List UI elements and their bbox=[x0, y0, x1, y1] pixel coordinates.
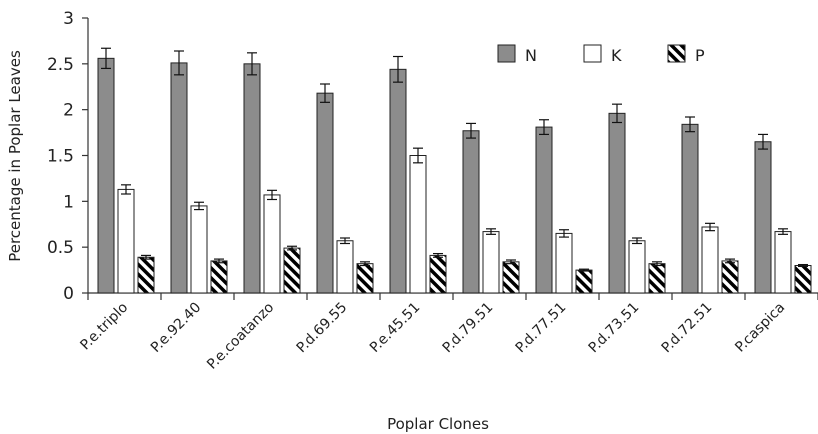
bar-p-10 bbox=[794, 265, 812, 294]
bar-p-3 bbox=[283, 247, 301, 294]
legend-swatch-k bbox=[583, 44, 602, 63]
bar-k-3 bbox=[263, 194, 281, 294]
bar-p-5 bbox=[429, 254, 447, 294]
category-labels: P.e.triplo P.e.92.40 P.e.coatanzo P.d.69.55… bbox=[77, 300, 788, 373]
error-bars bbox=[101, 47, 808, 272]
legend-label-k: K bbox=[611, 46, 622, 65]
bar-p-8 bbox=[648, 263, 666, 294]
bar-n-2 bbox=[170, 62, 188, 294]
bar-n-5 bbox=[389, 68, 407, 294]
legend-swatch-p bbox=[667, 44, 686, 63]
x-category-label: P.d.72.51 bbox=[659, 300, 716, 357]
x-category-label: P.e.coatanzo bbox=[204, 300, 277, 373]
bar-k-6 bbox=[482, 231, 500, 294]
bar-n-6 bbox=[462, 130, 480, 294]
bar-p-7 bbox=[575, 269, 593, 294]
bar-k-5 bbox=[409, 155, 427, 294]
y-tick-label: 2.5 bbox=[47, 55, 74, 75]
y-tick-label: 2 bbox=[63, 101, 74, 121]
bar-k-8 bbox=[628, 240, 646, 294]
bar-n-10 bbox=[754, 141, 772, 294]
x-axis-ticks bbox=[87, 293, 818, 300]
x-category-label: P.d.79.51 bbox=[440, 300, 497, 357]
bar-k-9 bbox=[701, 226, 719, 294]
bar-p-9 bbox=[721, 260, 739, 294]
bar-n-7 bbox=[535, 126, 553, 294]
bar-p-6 bbox=[502, 261, 520, 294]
legend-swatch-n bbox=[497, 44, 516, 63]
y-tick-label: 0.5 bbox=[47, 238, 74, 258]
bar-k-7 bbox=[555, 232, 573, 294]
y-tick-label: 0 bbox=[63, 284, 74, 304]
x-category-label: P.e.45.51 bbox=[367, 300, 423, 356]
bar-n-4 bbox=[316, 92, 334, 294]
x-axis-title: Poplar Clones bbox=[387, 415, 489, 433]
y-axis-title: Percentage in Poplar Leaves bbox=[6, 50, 24, 262]
y-tick-label: 3 bbox=[63, 9, 74, 29]
x-category-label: P.e.92.40 bbox=[148, 300, 204, 356]
y-axis-ticks: 0 0.5 1 1.5 2 2.5 3 bbox=[47, 9, 88, 304]
x-category-label: P.e.triplo bbox=[77, 300, 131, 354]
bar-p-1 bbox=[137, 256, 155, 294]
x-category-label: P.d.77.51 bbox=[513, 300, 570, 357]
bar-n-9 bbox=[681, 123, 699, 294]
legend-label-n: N bbox=[525, 46, 537, 65]
bar-p-4 bbox=[356, 263, 374, 294]
x-category-label: P.d.73.51 bbox=[586, 300, 643, 357]
bar-k-2 bbox=[190, 205, 208, 294]
bar-n-8 bbox=[608, 112, 626, 294]
bar-p-2 bbox=[210, 260, 228, 294]
bar-n-3 bbox=[243, 63, 261, 294]
x-category-label: P.d.69.55 bbox=[294, 300, 351, 357]
bar-k-1 bbox=[117, 188, 135, 294]
bar-k-4 bbox=[336, 240, 354, 294]
y-tick-label: 1 bbox=[63, 192, 74, 212]
bar-n-1 bbox=[97, 57, 115, 294]
bar-k-10 bbox=[774, 231, 792, 294]
legend-label-p: P bbox=[695, 46, 705, 65]
y-tick-label: 1.5 bbox=[47, 147, 74, 167]
bar-marks bbox=[97, 57, 812, 294]
x-category-label: P.caspica bbox=[732, 300, 788, 356]
